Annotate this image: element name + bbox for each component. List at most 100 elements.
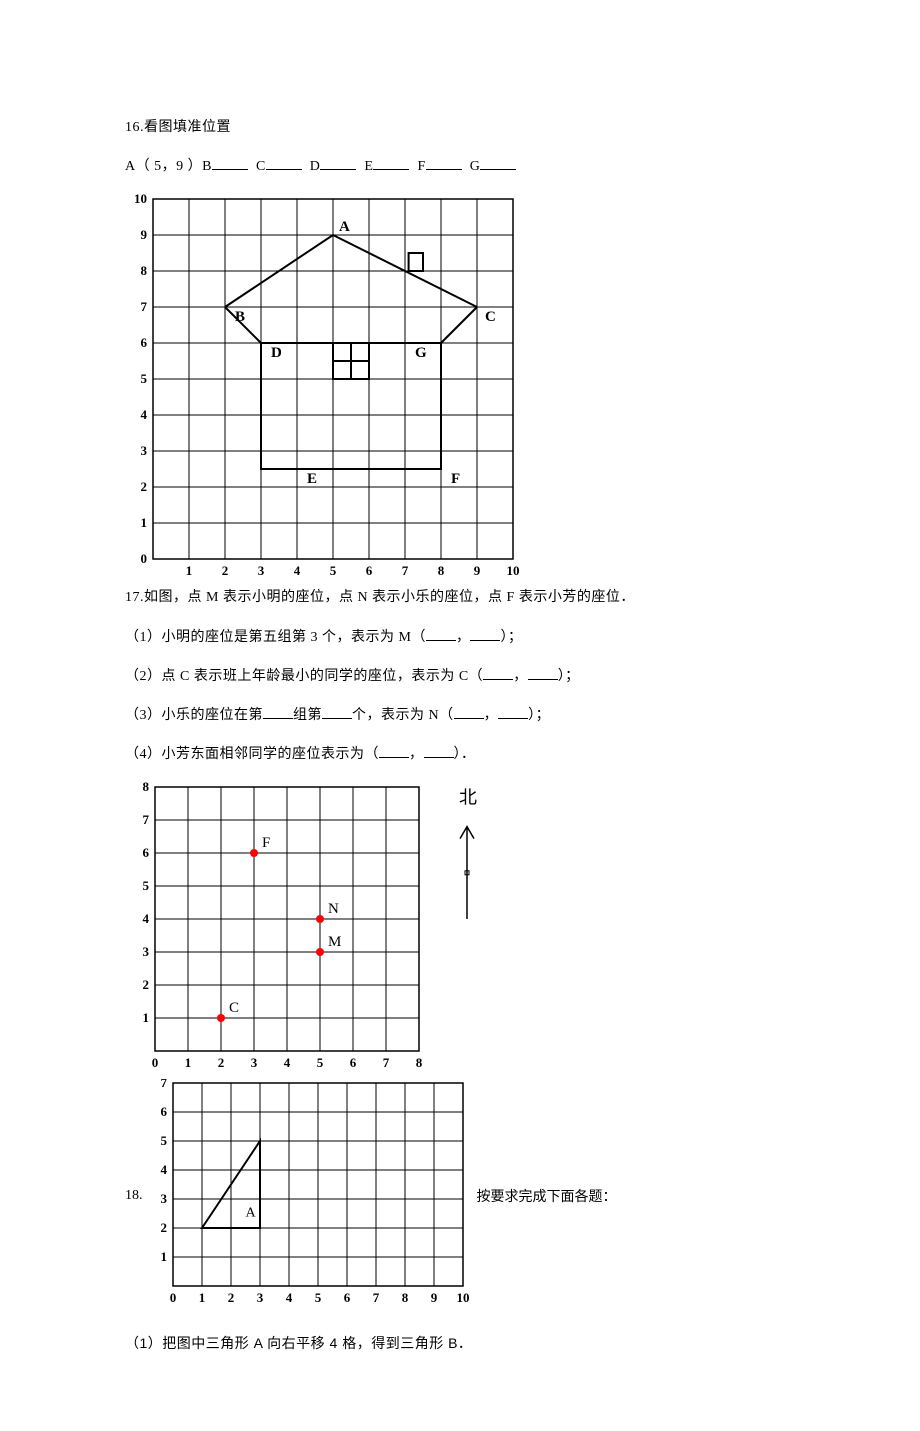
svg-text:2: 2 [227,1290,234,1305]
blank[interactable] [498,705,528,719]
svg-text:8: 8 [416,1055,423,1070]
svg-text:7: 7 [141,299,148,314]
svg-text:6: 6 [141,335,148,350]
svg-text:5: 5 [160,1133,167,1148]
svg-text:4: 4 [141,407,148,422]
svg-text:8: 8 [401,1290,408,1305]
svg-text:0: 0 [141,551,148,566]
q18-row: 18. 7654321012345678910A 按要求完成下面各题： [125,1079,795,1313]
svg-text:6: 6 [160,1104,167,1119]
svg-text:6: 6 [366,563,373,578]
blank[interactable] [263,705,293,719]
q16-answer-line: A（ 5，9 ）B C D E F G [125,154,795,179]
svg-text:M: M [328,934,341,950]
blank[interactable] [426,627,456,641]
q17-item1: （1）小明的座位是第五组第 3 个，表示为 M（，）； [125,625,795,650]
svg-text:7: 7 [402,563,409,578]
blank[interactable] [454,705,484,719]
q16-figure: 10987654321012345678910ABCDEFG [125,193,795,581]
q16-number: 16. [125,120,144,135]
blank[interactable] [470,627,500,641]
q16-prefix: A（ 5，9 ）B [125,159,212,174]
svg-text:8: 8 [143,781,150,794]
svg-text:6: 6 [343,1290,350,1305]
q17-item4: （4）小芳东面相邻同学的座位表示为（，）． [125,742,795,767]
svg-text:8: 8 [438,563,445,578]
svg-text:10: 10 [456,1290,469,1305]
blank-C[interactable] [266,156,302,170]
svg-text:1: 1 [143,1010,150,1025]
svg-text:E: E [307,471,317,487]
blank[interactable] [483,666,513,680]
svg-text:1: 1 [186,563,193,578]
svg-text:7: 7 [372,1290,379,1305]
svg-text:9: 9 [474,563,481,578]
svg-text:F: F [262,835,270,851]
svg-text:1: 1 [160,1249,167,1264]
svg-text:A: A [339,219,350,235]
svg-text:4: 4 [143,911,150,926]
svg-text:2: 2 [218,1055,225,1070]
svg-text:3: 3 [160,1191,167,1206]
svg-text:10: 10 [507,563,520,578]
blank[interactable] [528,666,558,680]
svg-text:3: 3 [251,1055,258,1070]
svg-text:4: 4 [285,1290,292,1305]
svg-text:7: 7 [160,1079,167,1090]
svg-text:4: 4 [294,563,301,578]
q17-item3: （3）小乐的座位在第组第个，表示为 N（，）； [125,703,795,728]
svg-text:2: 2 [143,977,150,992]
svg-text:C: C [229,1000,239,1016]
q18-figure: 7654321012345678910A [147,1079,473,1313]
svg-text:5: 5 [141,371,148,386]
svg-text:A: A [245,1206,256,1221]
svg-text:2: 2 [141,479,148,494]
q17-figure: 87654321012345678FNMC北 [125,781,795,1075]
svg-text:6: 6 [350,1055,357,1070]
q16-title: 16.看图填准位置 [125,115,795,140]
svg-text:3: 3 [141,443,148,458]
q17-item2: （2）点 C 表示班上年龄最小的同学的座位，表示为 C（，）； [125,664,795,689]
svg-text:1: 1 [185,1055,192,1070]
q18-number: 18. [125,1188,143,1204]
blank-B[interactable] [212,156,248,170]
blank-G[interactable] [480,156,516,170]
svg-text:5: 5 [314,1290,321,1305]
blank-E[interactable] [373,156,409,170]
svg-text:3: 3 [256,1290,263,1305]
svg-text:4: 4 [160,1162,167,1177]
svg-text:B: B [235,309,245,325]
svg-text:2: 2 [222,563,229,578]
svg-text:5: 5 [143,878,150,893]
blank-D[interactable] [320,156,356,170]
svg-text:F: F [451,471,460,487]
q18-item1: （1）把图中三角形 A 向右平移 4 格，得到三角形 B． [125,1331,795,1356]
q18-suffix: 按要求完成下面各题： [477,1186,617,1206]
svg-text:0: 0 [152,1055,159,1070]
svg-text:9: 9 [141,227,148,242]
svg-text:3: 3 [143,944,150,959]
svg-text:1: 1 [198,1290,205,1305]
svg-text:1: 1 [141,515,148,530]
svg-text:5: 5 [330,563,337,578]
svg-text:7: 7 [143,812,150,827]
svg-text:2: 2 [160,1220,167,1235]
svg-text:6: 6 [143,845,150,860]
svg-text:7: 7 [383,1055,390,1070]
svg-text:3: 3 [258,563,265,578]
svg-text:C: C [485,309,496,325]
blank-F[interactable] [426,156,462,170]
svg-text:N: N [328,901,339,917]
svg-text:D: D [271,345,282,361]
blank[interactable] [424,744,454,758]
svg-text:北: 北 [459,788,477,808]
svg-text:10: 10 [134,193,147,206]
svg-text:9: 9 [430,1290,437,1305]
blank[interactable] [322,705,352,719]
q17-number: 17. [125,590,144,605]
svg-text:8: 8 [141,263,148,278]
svg-text:G: G [415,345,427,361]
blank[interactable] [379,744,409,758]
q17-title: 17.如图，点 M 表示小明的座位，点 N 表示小乐的座位，点 F 表示小芳的座… [125,585,795,610]
svg-text:4: 4 [284,1055,291,1070]
